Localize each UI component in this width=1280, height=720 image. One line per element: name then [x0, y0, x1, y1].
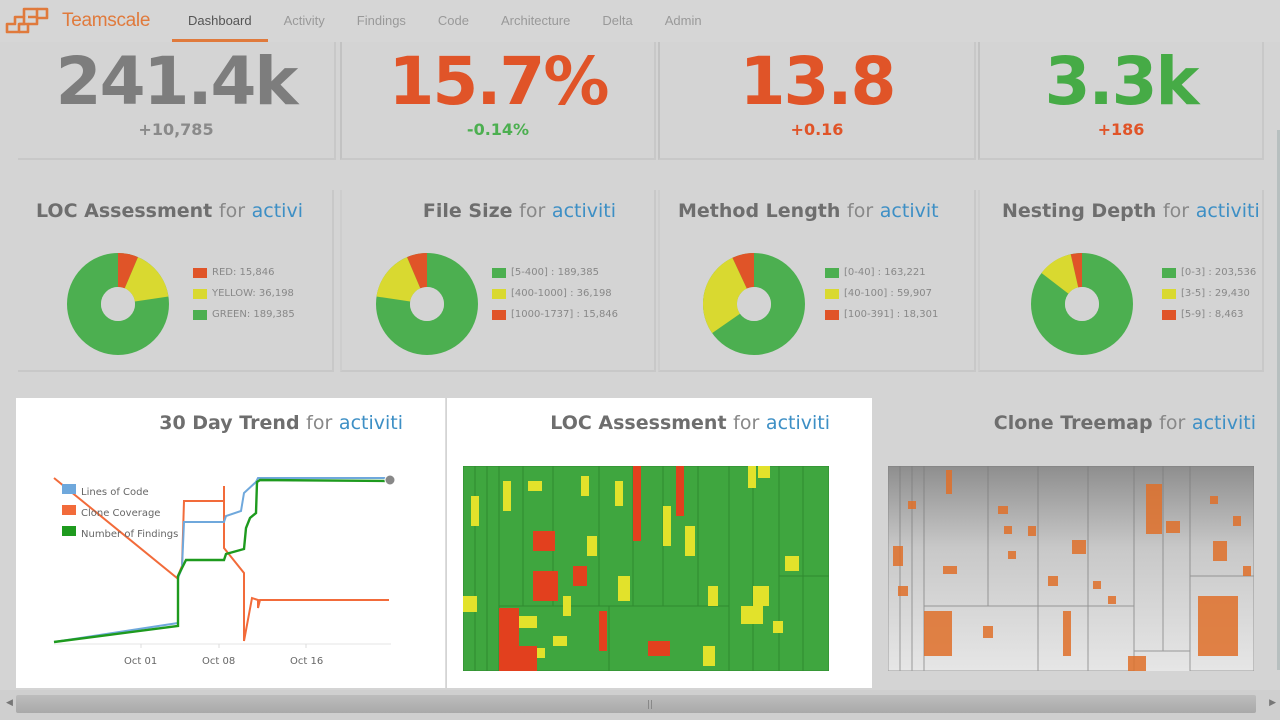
nav-tab-activity[interactable]: Activity [283, 13, 325, 28]
chart-legend: [0-3] : 203,536 [3-5] : 29,430 [5-9] : 8… [1162, 262, 1256, 325]
project-link[interactable]: activit [879, 200, 939, 222]
project-link[interactable]: activiti [1195, 200, 1260, 222]
trend-line-chart[interactable] [16, 468, 446, 678]
loc-assessment-pie-panel[interactable]: LOC Assessment for activi RED: 15,846 YE… [18, 190, 334, 372]
legend-item-large: [1000-1737] : 15,846 [492, 304, 618, 325]
project-link[interactable]: activiti [551, 200, 616, 222]
title-for: for [733, 412, 760, 434]
title-for: for [306, 412, 333, 434]
trend-legend-labels: Lines of Code Clone Coverage Number of F… [81, 482, 178, 545]
clone-treemap-panel[interactable]: Clone Treemap for activiti [874, 398, 1264, 688]
panel-title: LOC Assessment for activiti [550, 412, 830, 434]
loc-treemap-panel[interactable]: LOC Assessment for activiti [447, 398, 872, 688]
app-name: Teamscale [62, 10, 151, 31]
x-tick-oct08: Oct 08 [202, 656, 236, 667]
panel-title: Clone Treemap for activiti [994, 412, 1256, 434]
teamscale-logo[interactable]: Teamscale [4, 4, 164, 38]
panel-title: Nesting Depth for activiti [1002, 200, 1260, 222]
nav-tab-code[interactable]: Code [437, 13, 469, 28]
bottom-widget-row: 30 Day Trend for activiti Line [0, 398, 1280, 690]
scrollbar-thumb[interactable] [16, 695, 1256, 713]
title-metric: LOC Assessment [550, 412, 727, 434]
kpi-delta: -0.14% [466, 120, 530, 139]
legend-item-green: GREEN: 189,385 [193, 304, 295, 325]
legend-item-long: [100-391] : 18,301 [825, 304, 938, 325]
scroll-left-icon[interactable]: ◀ [6, 698, 13, 708]
loc-assessment-treemap[interactable] [463, 466, 829, 671]
legend-item-deep: [5-9] : 8,463 [1162, 304, 1256, 325]
legend-item-yellow: YELLOW: 36,198 [193, 283, 295, 304]
title-for: for [1159, 412, 1186, 434]
kpi-value: 241.4k [55, 43, 299, 120]
kpi-delta: +0.16 [790, 120, 844, 139]
project-link[interactable]: activi [251, 200, 303, 222]
title-for: for [847, 200, 874, 222]
legend-item-medium: [3-5] : 29,430 [1162, 283, 1256, 304]
chart-legend: [5-400] : 189,385 [400-1000] : 36,198 [1… [492, 262, 618, 325]
kpi-delta: +186 [1097, 120, 1145, 139]
loc-assessment-donut-chart[interactable] [66, 252, 170, 356]
kpi-value: 15.7% [388, 43, 610, 120]
kpi-delta: +10,785 [138, 120, 214, 139]
kpi-value: 13.8 [739, 43, 897, 120]
pie-chart-row: LOC Assessment for activi RED: 15,846 YE… [0, 190, 1280, 375]
nav-tab-architecture[interactable]: Architecture [501, 13, 571, 28]
trend-chart-panel[interactable]: 30 Day Trend for activiti Line [16, 398, 446, 688]
legend-item-red: RED: 15,846 [193, 262, 295, 283]
title-for: for [218, 200, 246, 222]
project-link[interactable]: activiti [1191, 412, 1256, 434]
legend-item-medium: [400-1000] : 36,198 [492, 283, 618, 304]
panel-title: LOC Assessment for activi [36, 200, 318, 222]
title-metric: Nesting Depth [1002, 200, 1157, 222]
kpi-value: 3.3k [1044, 43, 1200, 120]
main-nav: Dashboard Activity Findings Code Archite… [172, 0, 718, 42]
panel-title: Method Length for activit [678, 200, 939, 222]
title-for: for [519, 200, 546, 222]
file-size-pie-panel[interactable]: File Size for activiti [5-400] : 189,385… [340, 190, 656, 372]
x-tick-oct16: Oct 16 [290, 656, 324, 667]
kpi-findings-density[interactable]: 13.8 +0.16 [658, 42, 976, 160]
legend-item-lines-of-code[interactable]: Lines of Code [81, 487, 149, 498]
title-metric: LOC Assessment [36, 200, 213, 222]
title-metric: File Size [422, 200, 513, 222]
teamscale-logo-icon [5, 7, 49, 34]
title-metric: Method Length [678, 200, 841, 222]
scroll-grip-icon [648, 700, 652, 709]
nav-tab-admin[interactable]: Admin [664, 13, 702, 28]
nav-tab-findings[interactable]: Findings [356, 13, 406, 28]
legend-item-small: [5-400] : 189,385 [492, 262, 618, 283]
legend-item-medium: [40-100] : 59,907 [825, 283, 938, 304]
vertical-scrollbar[interactable] [1277, 130, 1280, 670]
legend-item-shallow: [0-3] : 203,536 [1162, 262, 1256, 283]
top-navigation-bar: Teamscale Dashboard Activity Findings Co… [0, 0, 1280, 42]
nav-tab-delta[interactable]: Delta [602, 13, 633, 28]
chart-legend: [0-40] : 163,221 [40-100] : 59,907 [100-… [825, 262, 938, 325]
legend-item-short: [0-40] : 163,221 [825, 262, 938, 283]
chart-legend: RED: 15,846 YELLOW: 36,198 GREEN: 189,38… [193, 262, 295, 325]
title-metric: 30 Day Trend [159, 412, 300, 434]
panel-title: File Size for activiti [423, 200, 616, 222]
project-link[interactable]: activiti [338, 412, 403, 434]
method-length-donut-chart[interactable] [702, 252, 806, 356]
project-link[interactable]: activiti [765, 412, 830, 434]
title-for: for [1162, 200, 1190, 222]
legend-item-clone-coverage[interactable]: Clone Coverage [81, 508, 161, 519]
kpi-row: 241.4k +10,785 15.7% -0.14% 13.8 +0.16 3… [0, 42, 1280, 162]
nesting-depth-pie-panel[interactable]: Nesting Depth for activiti [0-3] : 203,5… [978, 190, 1264, 372]
panel-title: 30 Day Trend for activiti [159, 412, 403, 434]
method-length-pie-panel[interactable]: Method Length for activit [0-40] : 163,2… [658, 190, 976, 372]
horizontal-scrollbar[interactable]: ◀ ▶ [0, 690, 1280, 720]
kpi-lines-of-code[interactable]: 241.4k +10,785 [18, 42, 336, 160]
trend-legend [62, 484, 76, 536]
clone-coverage-treemap[interactable] [888, 466, 1254, 671]
x-tick-oct01: Oct 01 [124, 656, 158, 667]
title-metric: Clone Treemap [993, 412, 1153, 434]
file-size-donut-chart[interactable] [375, 252, 479, 356]
legend-item-number-of-findings[interactable]: Number of Findings [81, 529, 179, 540]
scroll-right-icon[interactable]: ▶ [1269, 698, 1276, 708]
nesting-depth-donut-chart[interactable] [1030, 252, 1134, 356]
nav-tab-dashboard[interactable]: Dashboard [172, 0, 268, 42]
kpi-number-of-findings[interactable]: 3.3k +186 [978, 42, 1264, 160]
kpi-clone-coverage[interactable]: 15.7% -0.14% [340, 42, 656, 160]
